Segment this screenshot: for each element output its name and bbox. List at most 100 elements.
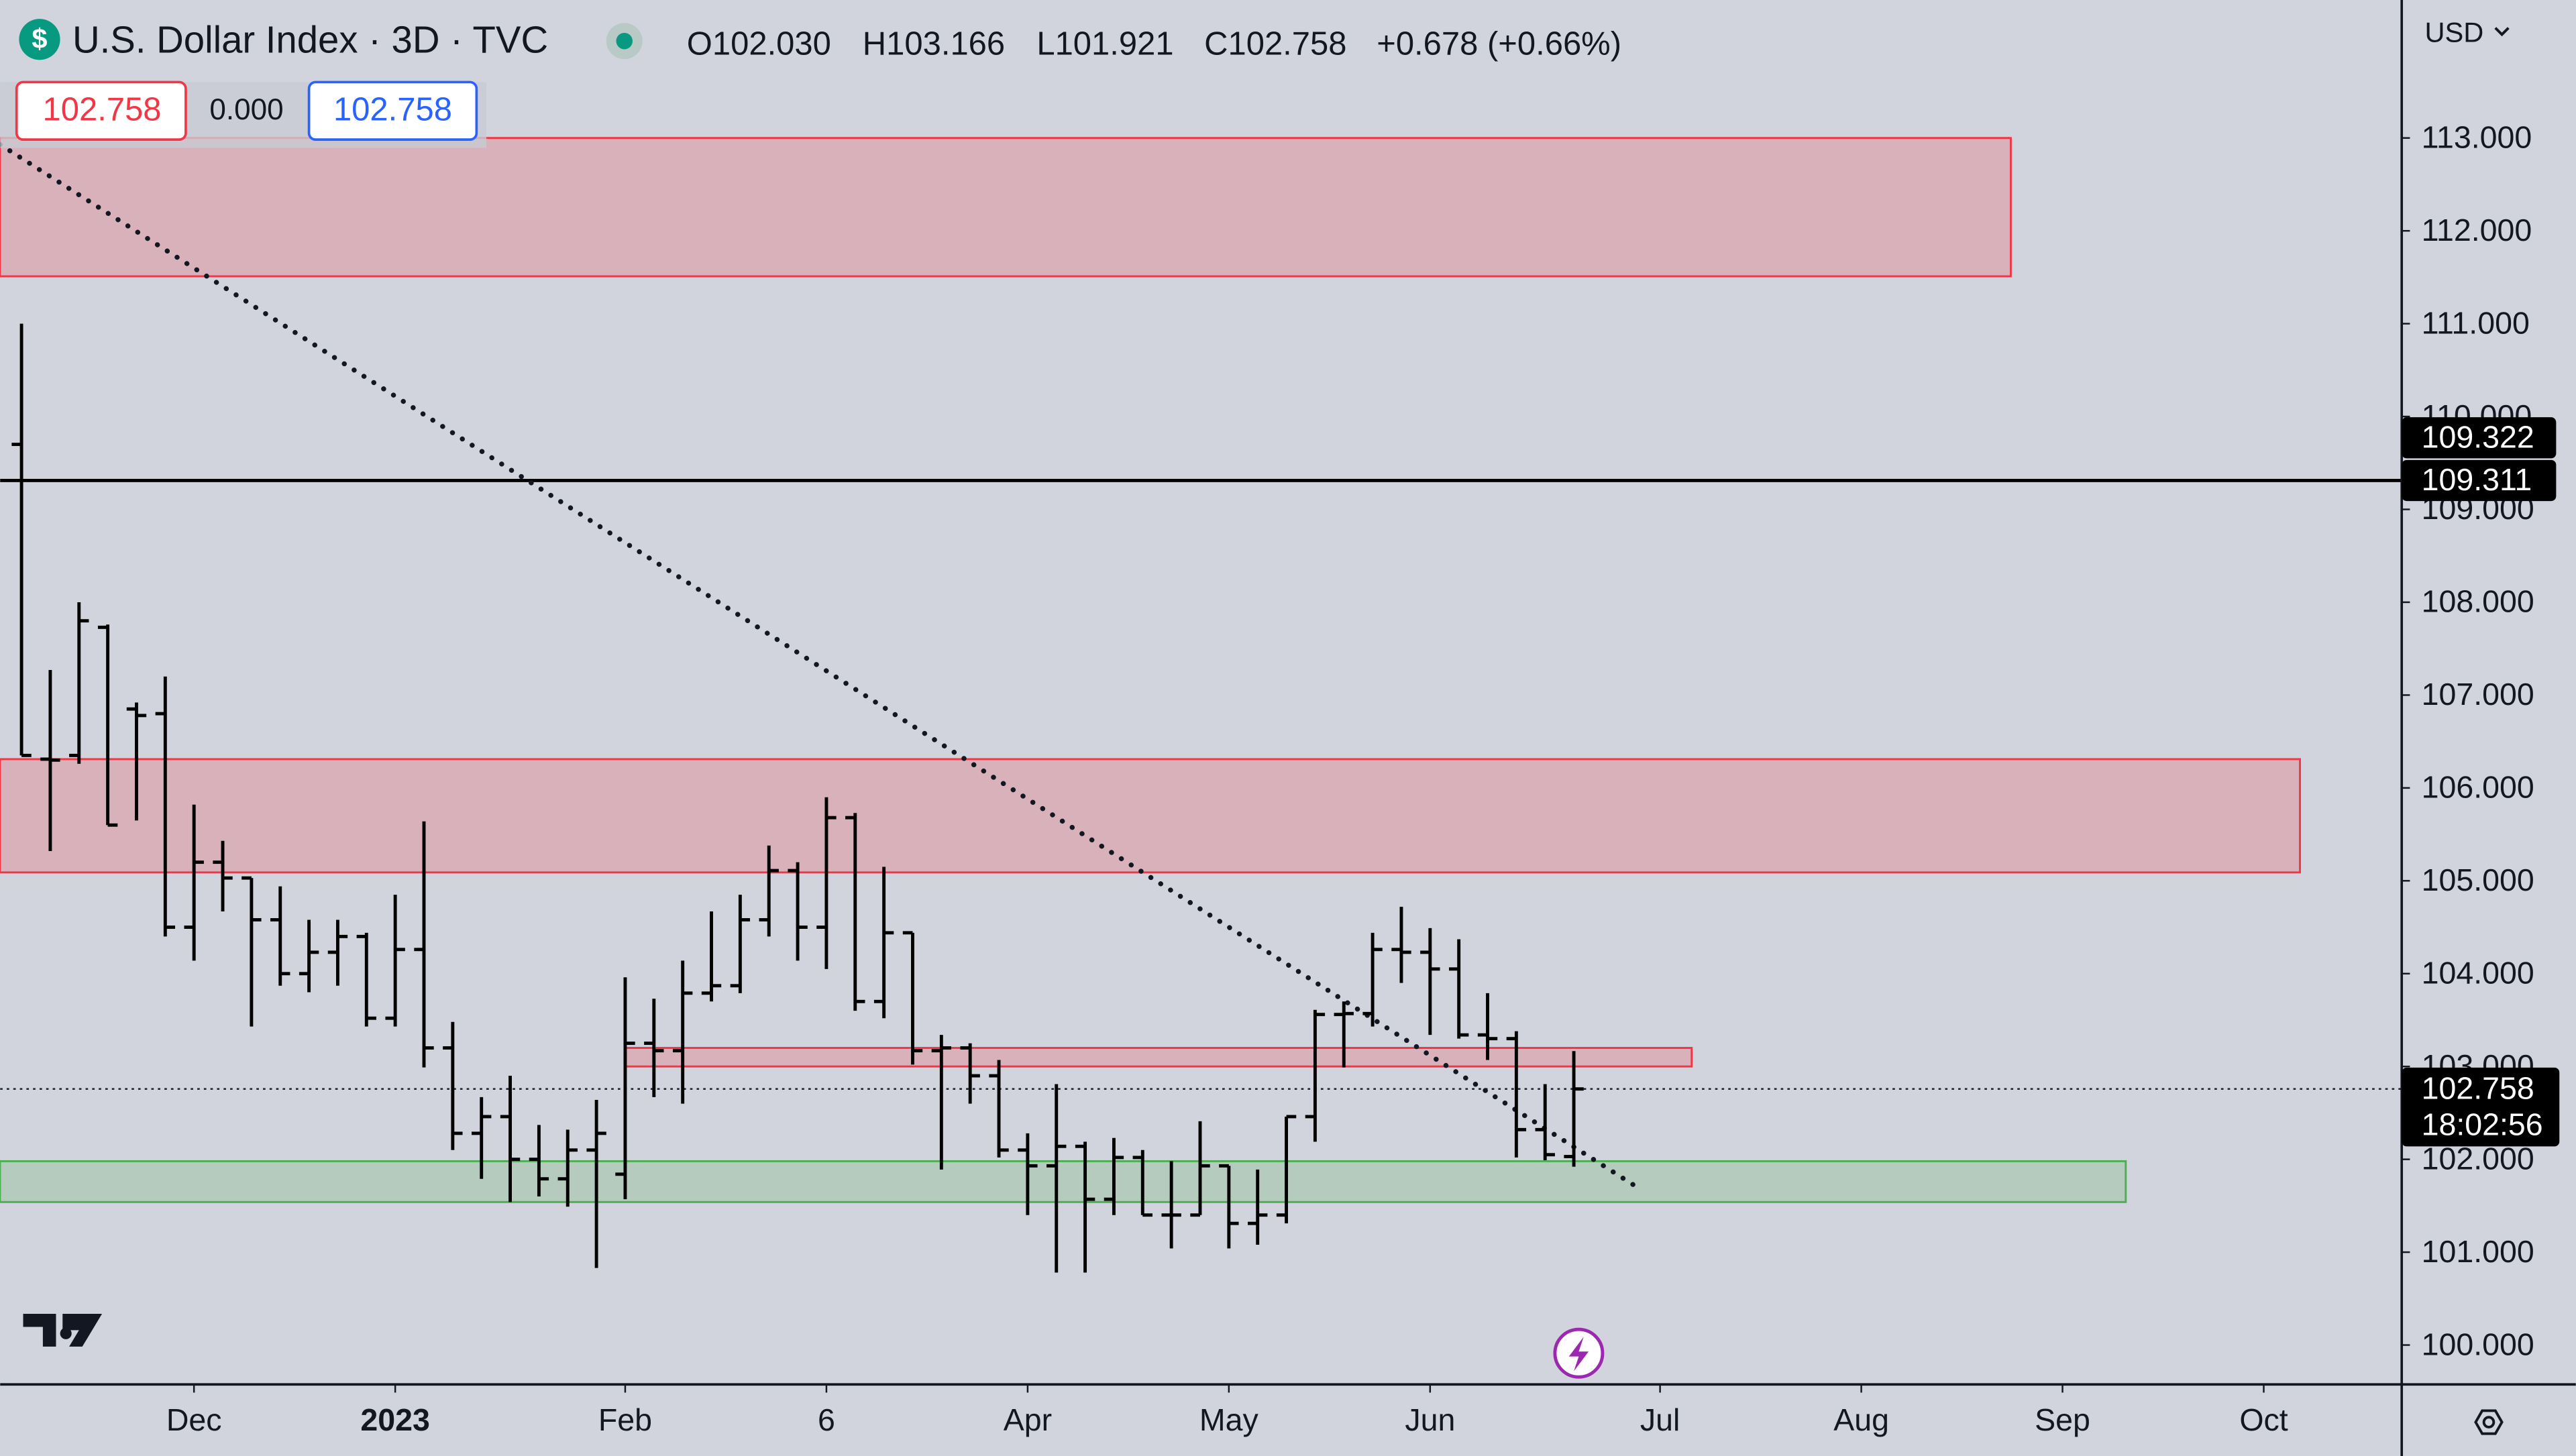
ohlc-bar	[1248, 1169, 1268, 1245]
ohlc-bar	[1305, 1009, 1326, 1142]
ohlc-bar	[270, 886, 290, 986]
ohlc-low: L101.921	[1036, 26, 1173, 62]
x-tick-label: 6	[818, 1402, 835, 1437]
y-tick-label: 112.000	[2422, 213, 2532, 247]
ohlc-bar	[500, 1076, 521, 1202]
ohlc-bar	[960, 1043, 980, 1104]
ohlc-bar	[69, 602, 89, 764]
ohlc-close: C102.758	[1204, 26, 1346, 62]
ohlc-bar	[11, 323, 32, 757]
ohlc-bar	[241, 876, 262, 1027]
ohlc-bar	[1448, 939, 1469, 1039]
ohlc-bar	[356, 932, 376, 1027]
ohlc-bar	[327, 919, 348, 986]
trend-line	[0, 142, 1637, 1188]
zone	[0, 1160, 2127, 1203]
x-tick-label: Jun	[1405, 1402, 1455, 1437]
ohlc-high: H103.166	[863, 26, 1005, 62]
ohlc-bar	[672, 960, 693, 1104]
x-tick-label: Oct	[2239, 1402, 2288, 1437]
price-badge	[2402, 459, 2557, 502]
buy-button[interactable]	[307, 80, 478, 141]
ohlc-bar	[730, 895, 751, 993]
tv-logo[interactable]	[23, 1313, 103, 1347]
price-badge-label: 109.311	[2422, 462, 2532, 497]
symbol-icon[interactable]	[19, 19, 60, 60]
ohlc-bar	[1391, 907, 1411, 983]
ohlc-bar	[1506, 1031, 1527, 1158]
price-badge	[2402, 417, 2557, 459]
ohlc-bar	[1075, 1141, 1095, 1273]
y-tick-label: 111.000	[2422, 305, 2530, 340]
y-tick-label: 104.000	[2422, 955, 2534, 990]
ohlc-bar	[1477, 993, 1498, 1060]
symbol-title[interactable]: U.S. Dollar Index · 3D · TVC	[72, 19, 548, 61]
currency[interactable]: USD	[2424, 16, 2483, 48]
ohlc-bar	[97, 624, 118, 827]
last-price-label: 102.758	[2422, 1070, 2534, 1105]
price-badge-label: 109.322	[2422, 420, 2534, 455]
x-tick-label: Apr	[1004, 1402, 1052, 1437]
ohlc-bar	[414, 821, 434, 1068]
ohlc-open: O102.030	[687, 26, 831, 62]
events-icon[interactable]	[1553, 1327, 1605, 1379]
ohlc-bar	[701, 911, 722, 1002]
ohlc-bar	[1161, 1161, 1181, 1249]
ohlc-bar	[472, 1097, 492, 1179]
ohlc-bar	[40, 670, 60, 852]
y-tick-label: 113.000	[2422, 119, 2532, 154]
ohlc-bar	[1564, 1051, 1584, 1167]
ohlc-bar	[615, 977, 635, 1200]
ohlc-bar	[529, 1125, 549, 1197]
bar-countdown: 18:02:56	[2422, 1107, 2543, 1141]
ohlc-bar	[759, 845, 779, 937]
zone	[624, 1047, 1693, 1068]
ohlc-bar	[788, 862, 808, 961]
plot-area	[0, 137, 2402, 1273]
ohlc-bar	[989, 1060, 1009, 1158]
x-tick-label: 2023	[360, 1402, 429, 1437]
ohlc-bar	[644, 999, 664, 1097]
ohlc-bar	[931, 1035, 952, 1170]
sell-button[interactable]	[15, 80, 187, 141]
ohlc-bar	[873, 866, 894, 1019]
ohlc-bar	[845, 813, 865, 1011]
ohlc-bar	[557, 1129, 578, 1207]
y-tick-label: 101.000	[2422, 1234, 2534, 1269]
last-price-badge	[2402, 1067, 2560, 1147]
ohlc-bar	[184, 804, 204, 961]
ohlc-bar	[385, 895, 405, 1027]
ohlc-bar	[1219, 1164, 1239, 1249]
y-tick-label: 102.000	[2422, 1141, 2534, 1176]
y-tick-label: 106.000	[2422, 770, 2534, 805]
y-tick-label: 105.000	[2422, 862, 2534, 897]
ohlc-bar	[1334, 1001, 1354, 1068]
currency-caret	[2494, 27, 2510, 37]
y-tick-label: 100.000	[2422, 1327, 2534, 1361]
ohlc-bar	[902, 931, 923, 1065]
ohlc-bar	[155, 676, 176, 937]
ohlc-bar	[1362, 932, 1383, 1027]
zone	[0, 137, 2012, 278]
settings-hex	[2474, 1409, 2504, 1435]
x-tick-label: Feb	[598, 1402, 652, 1437]
ohlc-bar	[1276, 1115, 1297, 1224]
market-status[interactable]	[616, 32, 633, 50]
sell-price: 102.758	[43, 91, 162, 127]
ohlc-bar	[1046, 1084, 1067, 1273]
axes: 100.000101.000102.000103.000104.000105.0…	[166, 119, 2560, 1437]
ohlc-change: +0.678 (+0.66%)	[1377, 26, 1621, 62]
header-bg	[0, 0, 1709, 79]
ohlc-bar	[299, 919, 319, 993]
x-tick-label: Dec	[166, 1402, 222, 1437]
y-tick-label: 108.000	[2422, 584, 2534, 619]
ohlc-bar	[1420, 928, 1440, 1035]
y-tick-label: 107.000	[2422, 677, 2534, 712]
ohlc-bar	[1132, 1150, 1152, 1217]
settings-center	[2482, 1416, 2496, 1429]
ohlc-bar	[1535, 1084, 1555, 1161]
settings-icon[interactable]	[2474, 1409, 2504, 1435]
spread: 0.000	[209, 93, 283, 126]
ohlc-bar	[586, 1100, 606, 1268]
